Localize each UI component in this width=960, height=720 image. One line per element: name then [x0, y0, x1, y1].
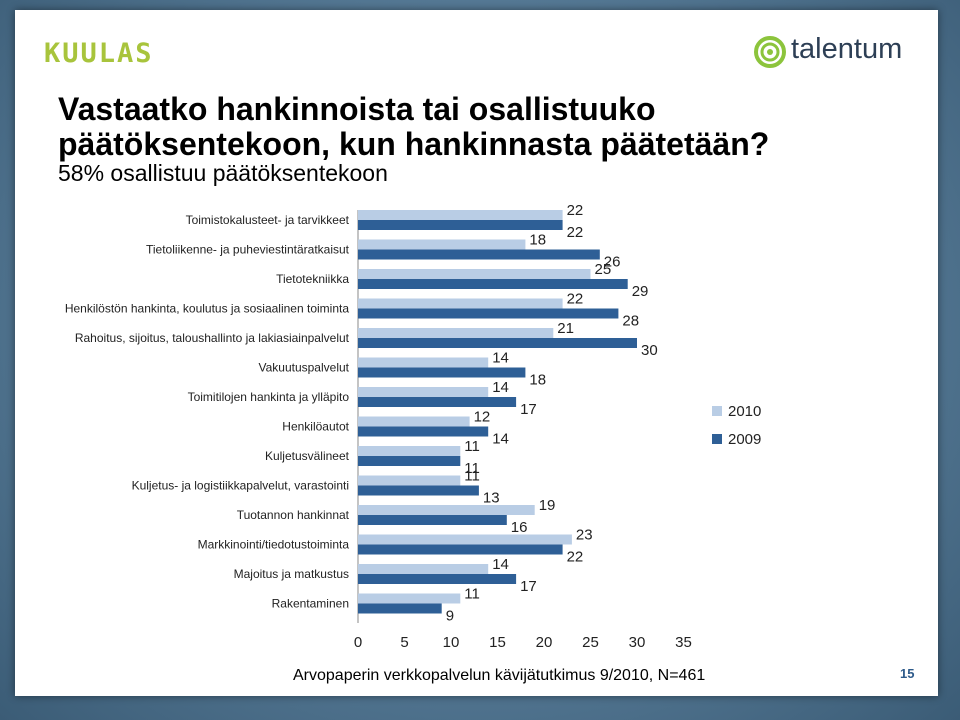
- x-tick-label: 5: [400, 634, 408, 651]
- data-label-2010: 18: [529, 232, 546, 249]
- bar-2010: [358, 416, 470, 427]
- kuulas-logo: KUULAS: [44, 38, 154, 69]
- x-tick-label: 10: [443, 634, 460, 651]
- category-label: Tietotekniikka: [276, 272, 349, 286]
- data-label-2010: 21: [557, 320, 574, 337]
- data-label-2009: 28: [622, 313, 639, 330]
- bar-2009: [358, 515, 507, 525]
- bar-2010: [358, 593, 461, 604]
- category-label: Kuljetusvälineet: [265, 449, 350, 463]
- bar-2010: [358, 210, 563, 220]
- bar-2010: [358, 564, 489, 574]
- category-label: Henkilöautot: [282, 420, 349, 434]
- x-tick-label: 25: [582, 634, 599, 651]
- bar-2010: [358, 357, 489, 368]
- bar-2010: [358, 269, 591, 279]
- data-label-2009: 11: [464, 460, 480, 477]
- bar-2009: [358, 308, 619, 319]
- x-tick-label: 30: [629, 634, 646, 651]
- bar-2010: [358, 534, 572, 545]
- data-label-2010: 11: [464, 438, 480, 455]
- data-label-2010: 22: [567, 291, 584, 308]
- legend-swatch-2009: [712, 434, 722, 444]
- data-label-2010: 11: [464, 468, 480, 485]
- bar-2010: [358, 446, 461, 456]
- data-label-2009: 18: [529, 372, 546, 389]
- data-label-2009: 13: [483, 490, 500, 507]
- bar-2010: [358, 387, 489, 397]
- data-label-2010: 14: [492, 350, 509, 367]
- bar-2009: [358, 456, 461, 466]
- footer-source: Arvopaperin verkkopalvelun kävijätutkimu…: [293, 667, 706, 684]
- data-label-2009: 14: [492, 431, 509, 448]
- bar-2009: [358, 485, 479, 496]
- footer-date: 17.5.2011: [30, 666, 88, 681]
- bar-2009: [358, 367, 526, 378]
- bar-2009: [358, 249, 600, 260]
- data-label-2010: 14: [492, 556, 509, 573]
- x-tick-label: 35: [675, 634, 692, 651]
- data-label-2009: 29: [632, 283, 649, 300]
- data-label-2009: 22: [567, 549, 584, 566]
- bar-2010: [358, 505, 535, 515]
- bar-2009: [358, 544, 563, 555]
- data-label-2010: 14: [492, 379, 509, 396]
- data-label-2009: 30: [641, 342, 658, 359]
- bar-2009: [358, 338, 637, 348]
- page-subtitle: 58% osallistuu päätöksentekoon: [58, 160, 388, 186]
- bar-2009: [358, 397, 517, 407]
- category-label: Majoitus ja matkustus: [234, 567, 349, 581]
- page-title: Vastaatko hankinnoista tai osallistuuko …: [58, 91, 770, 162]
- data-label-2009: 26: [604, 254, 621, 271]
- legend-label-2009: 2009: [728, 431, 761, 448]
- category-label: Henkilöstön hankinta, koulutus ja sosiaa…: [65, 302, 349, 316]
- data-label-2009: 9: [446, 608, 454, 625]
- bar-2009: [358, 279, 628, 289]
- x-tick-label: 15: [489, 634, 506, 651]
- category-label: Toimistokalusteet- ja tarvikkeet: [186, 213, 350, 227]
- data-label-2010: 12: [474, 409, 491, 426]
- bar-2009: [358, 220, 563, 230]
- category-label: Rahoitus, sijoitus, taloushallinto ja la…: [75, 331, 350, 345]
- bar-2010: [358, 475, 461, 486]
- bar-2009: [358, 603, 442, 614]
- category-label: Vakuutuspalvelut: [258, 361, 349, 375]
- legend-swatch-2010: [712, 406, 722, 416]
- talentum-logo-text: talentum: [791, 33, 903, 65]
- data-label-2009: 17: [520, 401, 537, 418]
- bar-2009: [358, 574, 517, 584]
- data-label-2010: 22: [567, 202, 584, 219]
- bar-2010: [358, 239, 526, 250]
- data-label-2010: 11: [464, 586, 480, 603]
- category-label: Tietoliikenne- ja puheviestintäratkaisut: [146, 243, 350, 257]
- x-tick-label: 20: [536, 634, 553, 651]
- data-label-2009: 22: [567, 224, 584, 241]
- data-label-2010: 25: [595, 261, 612, 278]
- data-label-2010: 23: [576, 527, 593, 544]
- page-number: 15: [900, 666, 915, 681]
- legend-label-2010: 2010: [728, 403, 761, 420]
- x-tick-label: 0: [354, 634, 362, 651]
- bar-2010: [358, 298, 563, 309]
- category-label: Tuotannon hankinnat: [237, 508, 350, 522]
- bar-2009: [358, 426, 489, 437]
- category-label: Toimitilojen hankinta ja ylläpito: [188, 390, 350, 404]
- bar-2010: [358, 328, 554, 338]
- data-label-2009: 17: [520, 578, 537, 595]
- data-label-2010: 19: [539, 497, 556, 514]
- talentum-logo-icon: [754, 36, 786, 68]
- category-label: Rakentaminen: [272, 597, 349, 611]
- category-label: Markkinointi/tiedotustoiminta: [198, 538, 350, 552]
- category-label: Kuljetus- ja logistiikkapalvelut, varast…: [132, 479, 349, 493]
- data-label-2009: 16: [511, 519, 528, 536]
